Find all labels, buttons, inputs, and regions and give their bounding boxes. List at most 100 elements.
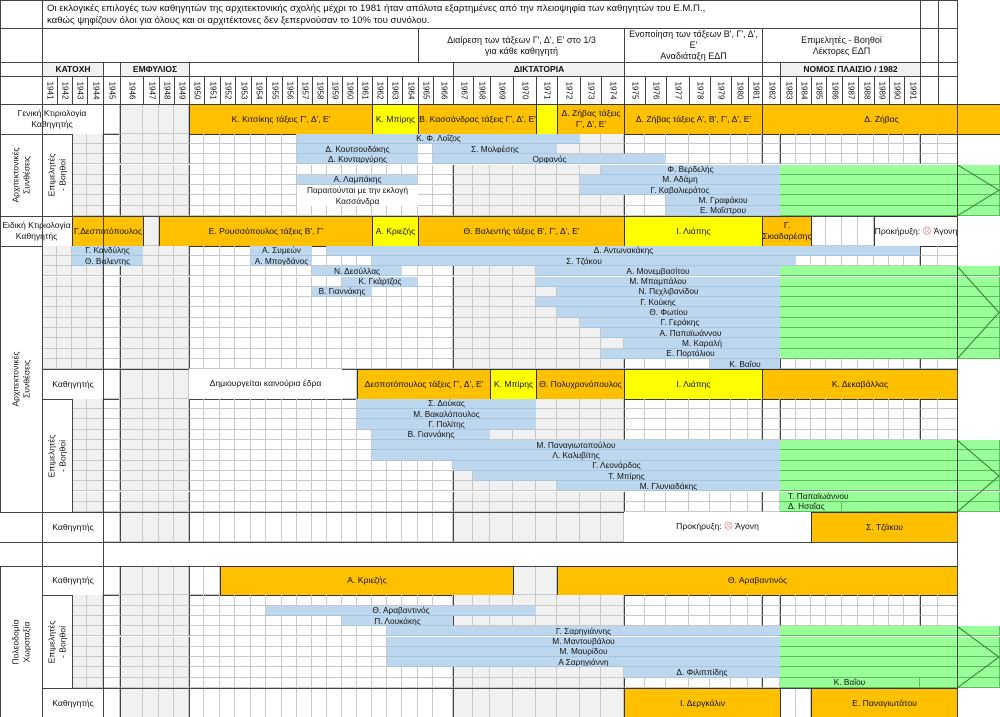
- grid-cell: [731, 677, 748, 688]
- grid-cell: [72, 491, 87, 502]
- year-header: 1953: [235, 76, 252, 105]
- grid-cell: [342, 491, 357, 502]
- bar-label: Θ. Πολυχρονόπουλος: [539, 378, 622, 389]
- grid-cell: [143, 154, 159, 165]
- grid-cell: [282, 297, 297, 308]
- bar-label-suffix: Άγονη: [735, 521, 759, 532]
- grid-cell: [357, 328, 372, 339]
- grid-cell: [372, 595, 387, 606]
- grid-cell: [266, 646, 282, 658]
- grid-cell: [220, 398, 235, 410]
- grid-cell: [282, 328, 297, 339]
- grid-cell: [189, 605, 204, 616]
- grid-cell: [557, 501, 580, 513]
- grid-cell: [342, 677, 357, 688]
- bar-label: Δ. Ησαΐας: [788, 501, 825, 512]
- bar-label: Α Σαρηγιάννη: [558, 657, 609, 667]
- row-label-text: Καθηγητής: [52, 575, 94, 586]
- grid-cell: [402, 164, 418, 175]
- continuing-bar: [780, 266, 1000, 277]
- grid-cell: [920, 605, 938, 616]
- grid-cell: [731, 419, 748, 430]
- grid-cell: [710, 491, 731, 502]
- grid-cell: [580, 595, 601, 606]
- grid-cell: [159, 398, 174, 410]
- assistant-bar: Φ. Βερδελής: [601, 164, 780, 175]
- grid-cell: [557, 328, 580, 339]
- grid-cell: [235, 205, 251, 216]
- grid-cell: [418, 154, 433, 165]
- grid-cell: [159, 307, 174, 318]
- grid-cell: [418, 185, 433, 196]
- grid-cell: [42, 307, 57, 318]
- grid-cell: [826, 429, 842, 440]
- era-label: ΚΑΤΟΧΗ: [42, 62, 104, 77]
- grid-cell: [473, 615, 490, 627]
- group-label-text: Αρχιτεκτονικές Συνθέσεις: [10, 147, 32, 203]
- grid-cell: [220, 266, 235, 277]
- grid-cell: [120, 195, 143, 206]
- grid-cell: [796, 255, 811, 267]
- grid-cell: [87, 646, 103, 658]
- grid-cell: [220, 286, 235, 298]
- bar-label: Γ. Καβαλιεράτος: [650, 185, 710, 195]
- grid-cell: [689, 615, 710, 627]
- grid-cell: [473, 677, 490, 688]
- bar-label: Τ. Παπαϊωάννου: [788, 491, 849, 502]
- grid-cell: [327, 164, 342, 175]
- grid-cell: [748, 605, 762, 616]
- grid-cell: [342, 450, 357, 461]
- grid-cell: [874, 595, 889, 606]
- grid-cell: [297, 626, 312, 637]
- bar-label: Ε. Πορτάλιου: [666, 348, 715, 359]
- grid-cell: [235, 317, 251, 328]
- grid-cell: [235, 677, 251, 688]
- grid-cell: [159, 245, 174, 256]
- bar-label: Π. Λουκάκης: [374, 615, 421, 626]
- grid-cell: [372, 626, 387, 637]
- grid-cell: [204, 419, 220, 430]
- grid-cell: [189, 398, 204, 410]
- grid-cell: [72, 429, 87, 440]
- year-label: 1944: [91, 81, 101, 100]
- grid-cell: [536, 174, 557, 186]
- bar-label: Γ. Γεράκης: [660, 317, 700, 328]
- grid-cell: [297, 646, 312, 658]
- grid-cell: [433, 174, 453, 186]
- grid-cell: [580, 419, 601, 430]
- grid-cell: [120, 133, 143, 144]
- grid-cell: [251, 133, 266, 144]
- grid-cell: [453, 491, 473, 502]
- grid-cell: [811, 605, 826, 616]
- grid-cell: [418, 595, 433, 606]
- grid-cell: [645, 595, 666, 606]
- grid-cell: [536, 667, 557, 678]
- grid-cell: [357, 595, 372, 606]
- bar-label: Ε. Παναγιωτάτου: [852, 697, 917, 708]
- bar-label: Μ. Μαντουβάλου: [552, 636, 615, 647]
- professor-bar: Ι. Λιάπης: [624, 369, 763, 400]
- grid-cell: [120, 266, 143, 277]
- grid-cell: [327, 409, 342, 420]
- grid-cell: [72, 195, 87, 206]
- grid-cell: [251, 501, 266, 513]
- year-header: 1952: [220, 76, 236, 105]
- bar-label: Α. Μπογδάνος: [254, 255, 309, 266]
- grid-cell: [189, 245, 204, 256]
- grid-cell: [143, 419, 159, 430]
- grid-cell: [645, 133, 666, 144]
- grid-cell: [312, 398, 327, 410]
- year-header: 1965: [418, 76, 434, 105]
- bar-label: Μ. Γραφάκου: [698, 195, 748, 206]
- grid-cell: [143, 205, 159, 216]
- grid-cell: [251, 409, 266, 420]
- grid-cell: [143, 143, 159, 155]
- continuing-bar: [780, 185, 1000, 196]
- grid-cell: [601, 143, 624, 155]
- grid-cell: [103, 276, 120, 287]
- grid-cell: [120, 369, 143, 399]
- grid-cell: [624, 419, 645, 430]
- grid-cell: [143, 255, 159, 267]
- grid-cell: [580, 688, 601, 717]
- assistant-bar: Ε. Μαΐστρου: [666, 205, 780, 216]
